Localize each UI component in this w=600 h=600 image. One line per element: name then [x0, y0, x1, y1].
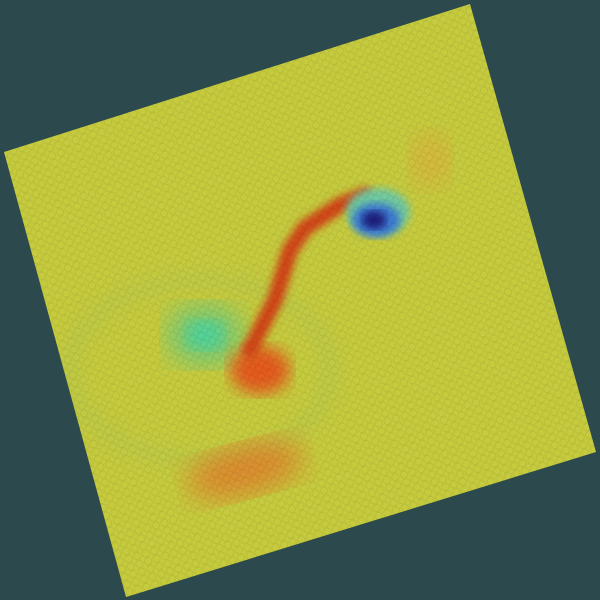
page [4, 4, 596, 597]
simulation-view [4, 4, 596, 597]
